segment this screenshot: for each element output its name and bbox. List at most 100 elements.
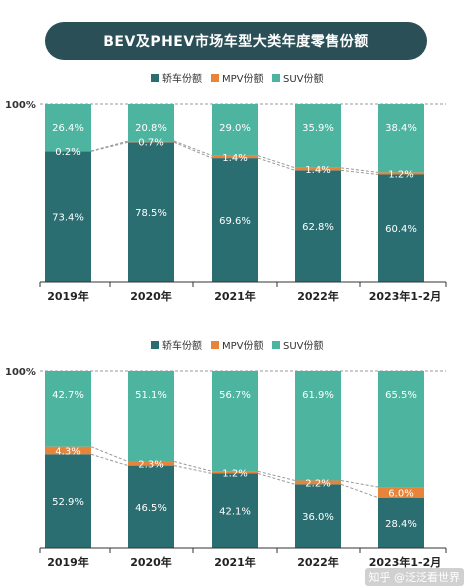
chart2-connector-2-1 (257, 470, 296, 481)
chart1-bar-0-suv (45, 104, 91, 151)
chart2-bar-3-suv (295, 371, 341, 481)
chart2-legend-swatch-2 (272, 341, 280, 349)
chart2-connector-3-1 (340, 479, 379, 488)
chart1-bar-2-sedan (212, 158, 258, 282)
chart1-label-suv-4: 38.4% (385, 123, 417, 134)
chart2-connector-3-0 (340, 483, 379, 499)
chart2-connector-0-0 (90, 453, 129, 467)
chart2-label-suv-4: 65.5% (385, 390, 417, 401)
chart2-label-sedan-2: 42.1% (219, 507, 251, 518)
chart1-label-suv-1: 20.8% (135, 123, 167, 134)
chart1-category-label-2: 2021年 (214, 289, 256, 303)
chart2-category-label-2: 2021年 (214, 555, 256, 569)
chart2-label-sedan-1: 46.5% (135, 503, 167, 514)
chart1-label-mpv-4: 1.2% (388, 169, 413, 180)
chart1-label-mpv-2: 1.4% (222, 153, 247, 164)
chart2-connector-1-0 (173, 465, 213, 474)
chart2-bar-0-suv (45, 371, 91, 447)
chart2-label-suv-0: 42.7% (52, 390, 84, 401)
chart-title: BEV及PHEV市场车型大类年度零售份额 (103, 34, 369, 50)
chart1-bar-3-mpv (295, 167, 341, 171)
chart1-bar-0-sedan (45, 151, 91, 282)
chart2-label-mpv-4: 6.0% (388, 488, 413, 499)
chart2-connector-0-1 (90, 446, 129, 463)
chart1-label-sedan-3: 62.8% (302, 222, 334, 233)
chart2-label-sedan-3: 36.0% (302, 512, 334, 523)
chart1-label-mpv-3: 1.4% (305, 165, 330, 176)
chart2-category-label-3: 2022年 (297, 555, 339, 569)
chart1-label-suv-0: 26.4% (52, 123, 84, 134)
chart1-label-sedan-4: 60.4% (385, 224, 417, 235)
chart2-label-mpv-3: 2.2% (305, 478, 330, 489)
chart2-label-mpv-2: 1.2% (222, 468, 247, 479)
chart2-bar-4-mpv (378, 487, 424, 498)
chart1-bar-1-sedan (128, 142, 174, 282)
chart1-legend-label-1: MPV份额 (222, 72, 264, 85)
chart1-label-sedan-0: 73.4% (52, 213, 84, 224)
chart1-bar-0-mpv (45, 150, 91, 152)
chart1-connector-1-1 (173, 140, 213, 157)
chart2-label-suv-3: 61.9% (302, 390, 334, 401)
chart2-label-sedan-4: 28.4% (385, 519, 417, 530)
chart1-connector-1-0 (173, 141, 213, 159)
chart2-bar-3-sedan (295, 484, 341, 548)
chart1-label-mpv-0: 0.2% (55, 147, 80, 158)
chart2-category-label-4: 2023年1-2月 (369, 555, 442, 569)
chart2-label-mpv-1: 2.3% (138, 460, 163, 471)
footer-watermark: 知乎 @泛泛看世界 (364, 568, 464, 586)
chart1-legend-swatch-1 (211, 74, 219, 82)
chart2-bar-1-sedan (128, 465, 174, 548)
chart1-bar-3-suv (295, 104, 341, 168)
chart1-connector-2-0 (257, 157, 296, 171)
chart2-legend-swatch-1 (211, 341, 219, 349)
chart2-category-label-0: 2019年 (47, 555, 89, 569)
chart2-bar-2-sedan (212, 473, 258, 548)
chart1-category-label-0: 2019年 (47, 289, 89, 303)
chart2-bar-2-suv (212, 371, 258, 472)
chart2-label-mpv-0: 4.3% (55, 446, 80, 457)
chart1-bar-2-suv (212, 104, 258, 156)
chart1-legend-swatch-2 (272, 74, 280, 82)
chart1-y-top-label: 100% (5, 100, 36, 111)
chart2-legend-label-1: MPV份额 (222, 339, 264, 352)
chart2-bar-1-mpv (128, 461, 174, 466)
chart1-bar-4-sedan (378, 174, 424, 282)
chart1-category-label-1: 2020年 (130, 289, 172, 303)
chart2-bar-2-mpv (212, 471, 258, 474)
chart1-connector-3-1 (340, 167, 379, 173)
chart-title-banner: BEV及PHEV市场车型大类年度零售份额 (45, 22, 427, 60)
chart2-label-suv-2: 56.7% (219, 390, 251, 401)
chart2-legend-label-0: 轿车份额 (162, 339, 202, 352)
chart1-label-suv-2: 29.0% (219, 123, 251, 134)
chart1-connector-3-0 (340, 169, 379, 175)
chart2-bar-0-mpv (45, 446, 91, 455)
chart1-bar-3-sedan (295, 170, 341, 282)
chart2-legend-swatch-0 (151, 341, 159, 349)
chart1-label-mpv-1: 0.7% (138, 138, 163, 149)
chart1-connector-0-1 (90, 140, 129, 152)
chart2-y-top-label: 100% (5, 367, 36, 378)
chart1-bar-2-mpv (212, 155, 258, 159)
chart1-connector-2-1 (257, 155, 296, 169)
chart1-legend-label-0: 轿车份额 (162, 72, 202, 85)
chart2-bar-3-mpv (295, 480, 341, 485)
chart1-category-label-3: 2022年 (297, 289, 339, 303)
chart1-legend-label-2: SUV份额 (283, 72, 324, 85)
chart1-label-sedan-1: 78.5% (135, 208, 167, 219)
chart1-category-label-4: 2023年1-2月 (369, 289, 442, 303)
chart2-bar-1-suv (128, 371, 174, 462)
chart2-connector-2-0 (257, 473, 296, 485)
chart1-bar-1-suv (128, 104, 174, 142)
chart2-bar-4-suv (378, 371, 424, 488)
chart1-label-sedan-2: 69.6% (219, 216, 251, 227)
chart1-label-suv-3: 35.9% (302, 123, 334, 134)
chart1-bar-4-mpv (378, 172, 424, 175)
chart1-bar-4-suv (378, 104, 424, 173)
chart2-label-sedan-0: 52.9% (52, 497, 84, 508)
chart1-bar-1-mpv (128, 141, 174, 143)
chart2-connector-1-1 (173, 461, 213, 472)
chart2-legend-label-2: SUV份额 (283, 339, 324, 352)
chart2-category-label-1: 2020年 (130, 555, 172, 569)
chart2-label-suv-1: 51.1% (135, 390, 167, 401)
